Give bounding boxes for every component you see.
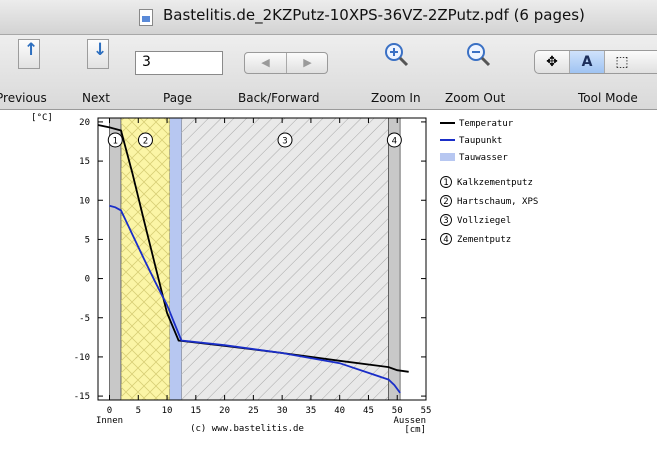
legend-layer-name-4: Zementputz xyxy=(457,235,511,245)
y-tick-label: 20 xyxy=(79,118,90,128)
y-unit-label: [°C] xyxy=(31,113,53,123)
layer-4-band xyxy=(388,117,401,401)
page-label: Page xyxy=(163,91,193,105)
legend-layer-marker-2 xyxy=(440,195,452,207)
legend-label-taupunkt: Taupunkt xyxy=(459,136,502,146)
page-number-input[interactable]: 3 xyxy=(135,51,223,75)
next-button[interactable]: ↓ xyxy=(87,39,109,69)
x-tick-label: 50 xyxy=(392,406,403,416)
toolbar: ↑ Previous ↓ Next 3 Page ◀ ▶ Back/Forwar… xyxy=(0,35,657,110)
y-tick-label: 0 xyxy=(85,275,90,285)
footer-credit: (c) www.bastelitis.de xyxy=(190,424,304,434)
y-tick-label: 10 xyxy=(79,196,90,206)
text-tool-button[interactable]: A xyxy=(570,51,605,73)
y-tick-label: 5 xyxy=(85,235,90,245)
x-tick-label: 0 xyxy=(107,406,112,416)
legend-label-tauwasser: Tauwasser xyxy=(459,153,508,163)
triangle-right-icon: ▶ xyxy=(303,56,312,69)
layer-marker-2 xyxy=(137,132,153,148)
window-title: Bastelitis.de_2KZPutz-10XPS-36VZ-2ZPutz.… xyxy=(163,6,585,24)
tool-mode-control[interactable]: ✥ A ⬚ xyxy=(534,50,657,74)
legend-layer-name-2: Hartschaum, XPS xyxy=(457,197,538,207)
x-tick-label: 10 xyxy=(162,406,173,416)
x-tick-label: 15 xyxy=(190,406,201,416)
plot-frame xyxy=(97,117,427,401)
legend-layer-marker-3 xyxy=(440,214,452,226)
next-label: Next xyxy=(82,91,110,105)
back-forward-control[interactable]: ◀ ▶ xyxy=(244,52,328,74)
x-tick-label: 5 xyxy=(136,406,141,416)
select-tool-icon[interactable]: ⬚ xyxy=(615,54,629,70)
legend-layer-marker-1 xyxy=(440,176,452,188)
y-tick-label: 15 xyxy=(79,157,90,167)
legend-layer-number-4: 4 xyxy=(443,235,448,245)
triangle-left-icon: ◀ xyxy=(261,56,270,69)
legend-layer-number-1: 1 xyxy=(443,178,448,188)
forward-button[interactable]: ▶ xyxy=(287,53,328,73)
title-bar: Bastelitis.de_2KZPutz-10XPS-36VZ-2ZPutz.… xyxy=(0,0,657,35)
move-tool-icon[interactable]: ✥ xyxy=(535,51,570,73)
legend-label-temperatur: Temperatur xyxy=(459,119,514,129)
previous-label: Previous xyxy=(0,91,47,105)
layer-marker-label-4: 4 xyxy=(392,137,397,147)
x-tick-label: 30 xyxy=(277,406,288,416)
legend-layer-name-3: Vollziegel xyxy=(457,216,511,226)
back-forward-label: Back/Forward xyxy=(238,91,320,105)
previous-button[interactable]: ↑ xyxy=(18,39,40,69)
layer-marker-4 xyxy=(386,132,402,148)
x-tick-label: 35 xyxy=(305,406,316,416)
series-line-taupunkt xyxy=(109,204,401,394)
zoom-out-label: Zoom Out xyxy=(445,91,506,105)
layer-marker-1 xyxy=(107,132,123,148)
x-right-label: Aussen xyxy=(393,416,426,426)
pdf-document-icon xyxy=(139,9,153,26)
layer-2-pattern xyxy=(121,118,170,400)
y-tick-label: -15 xyxy=(74,392,90,402)
layer-3-hatch xyxy=(181,118,389,400)
tool-mode-label: Tool Mode xyxy=(578,91,638,105)
layer-marker-label-3: 3 xyxy=(282,137,287,147)
legend-layer-number-3: 3 xyxy=(443,216,448,226)
x-tick-label: 25 xyxy=(248,406,259,416)
y-tick-label: -10 xyxy=(74,353,90,363)
legend-layer-number-2: 2 xyxy=(443,197,448,207)
layer-marker-label-2: 2 xyxy=(143,137,148,147)
legend-layer-marker-4 xyxy=(440,233,452,245)
x-tick-label: 55 xyxy=(421,406,432,416)
arrow-down-icon: ↓ xyxy=(93,40,108,60)
zoom-in-icon[interactable] xyxy=(383,41,409,67)
condensation-band xyxy=(169,118,182,400)
series-line-temperatur xyxy=(97,124,409,373)
layer-marker-3 xyxy=(277,132,293,148)
layer-1-band xyxy=(109,117,122,401)
legend-swatch-tauwasser xyxy=(440,153,455,161)
x-tick-label: 40 xyxy=(334,406,345,416)
x-tick-label: 20 xyxy=(219,406,230,416)
arrow-up-icon: ↑ xyxy=(24,40,39,60)
layer-marker-label-1: 1 xyxy=(113,137,118,147)
zoom-in-label: Zoom In xyxy=(371,91,421,105)
y-tick-label: -5 xyxy=(79,314,90,324)
x-tick-label: 45 xyxy=(363,406,374,416)
x-unit-label: [cm] xyxy=(404,425,426,435)
zoom-out-icon[interactable] xyxy=(465,41,491,67)
legend-layer-name-1: Kalkzementputz xyxy=(457,178,533,188)
back-button[interactable]: ◀ xyxy=(245,53,287,73)
x-left-label: Innen xyxy=(96,416,123,426)
